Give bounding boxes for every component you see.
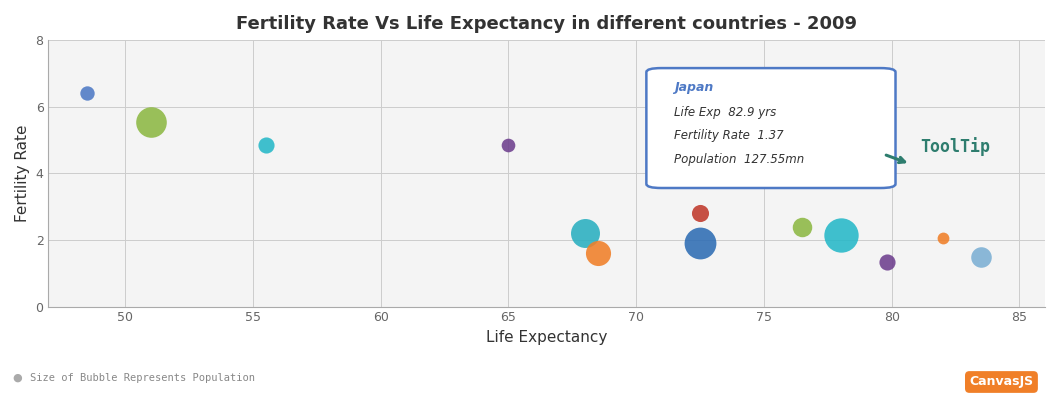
Text: Fertility Rate  1.37: Fertility Rate 1.37 — [674, 129, 784, 142]
X-axis label: Life Expectancy: Life Expectancy — [487, 330, 607, 345]
Text: ●: ● — [13, 373, 22, 383]
FancyBboxPatch shape — [647, 68, 896, 188]
Point — [794, 224, 811, 230]
Y-axis label: Fertility Rate: Fertility Rate — [15, 124, 30, 222]
Text: Japan: Japan — [674, 81, 713, 94]
Text: Population  127.55mn: Population 127.55mn — [674, 153, 805, 166]
Point — [500, 142, 517, 148]
Point — [973, 254, 990, 260]
Point — [589, 250, 606, 256]
Point — [691, 210, 708, 216]
Text: Life Exp  82.9 yrs: Life Exp 82.9 yrs — [674, 106, 777, 119]
Point — [577, 230, 594, 236]
Title: Fertility Rate Vs Life Expectancy in different countries - 2009: Fertility Rate Vs Life Expectancy in dif… — [236, 15, 858, 33]
Text: CanvasJS: CanvasJS — [970, 376, 1034, 388]
Point — [832, 232, 849, 238]
Point — [78, 90, 95, 97]
Text: Size of Bubble Represents Population: Size of Bubble Represents Population — [30, 373, 254, 383]
Point — [258, 142, 275, 148]
Point — [934, 235, 951, 242]
Point — [142, 118, 159, 125]
Point — [691, 240, 708, 246]
Text: ToolTip: ToolTip — [920, 137, 990, 156]
Point — [878, 258, 895, 265]
